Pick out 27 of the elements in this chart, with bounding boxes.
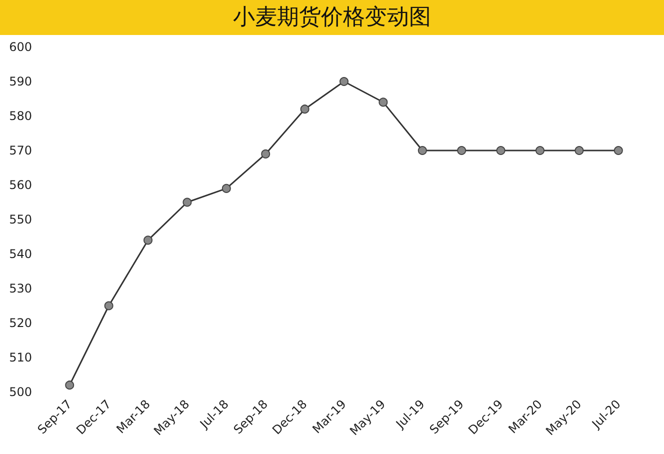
point <box>457 146 466 155</box>
point <box>104 301 114 310</box>
y-tick-label: 590 <box>9 74 32 88</box>
y-tick-label: 510 <box>9 350 32 364</box>
point <box>182 198 192 207</box>
point <box>536 146 544 155</box>
y-tick-label: 600 <box>9 40 32 54</box>
y-tick-label: 560 <box>9 178 32 192</box>
point <box>144 236 152 245</box>
y-tick-label: 580 <box>9 109 32 123</box>
point <box>418 146 427 155</box>
point <box>614 146 623 155</box>
y-tick-label: 540 <box>9 247 32 261</box>
y-tick-label: 550 <box>9 212 32 226</box>
point <box>574 146 584 155</box>
point <box>496 146 506 155</box>
chart-title: 小麦期货价格变动图 <box>0 0 664 35</box>
point <box>340 77 348 86</box>
y-tick-label: 520 <box>9 316 32 330</box>
point <box>65 380 74 390</box>
point <box>222 184 231 193</box>
point <box>378 98 388 107</box>
point <box>300 104 310 114</box>
y-tick-label: 530 <box>9 282 32 296</box>
point <box>261 149 270 158</box>
y-tick-label: 500 <box>9 385 32 399</box>
y-tick-label: 570 <box>9 144 32 158</box>
